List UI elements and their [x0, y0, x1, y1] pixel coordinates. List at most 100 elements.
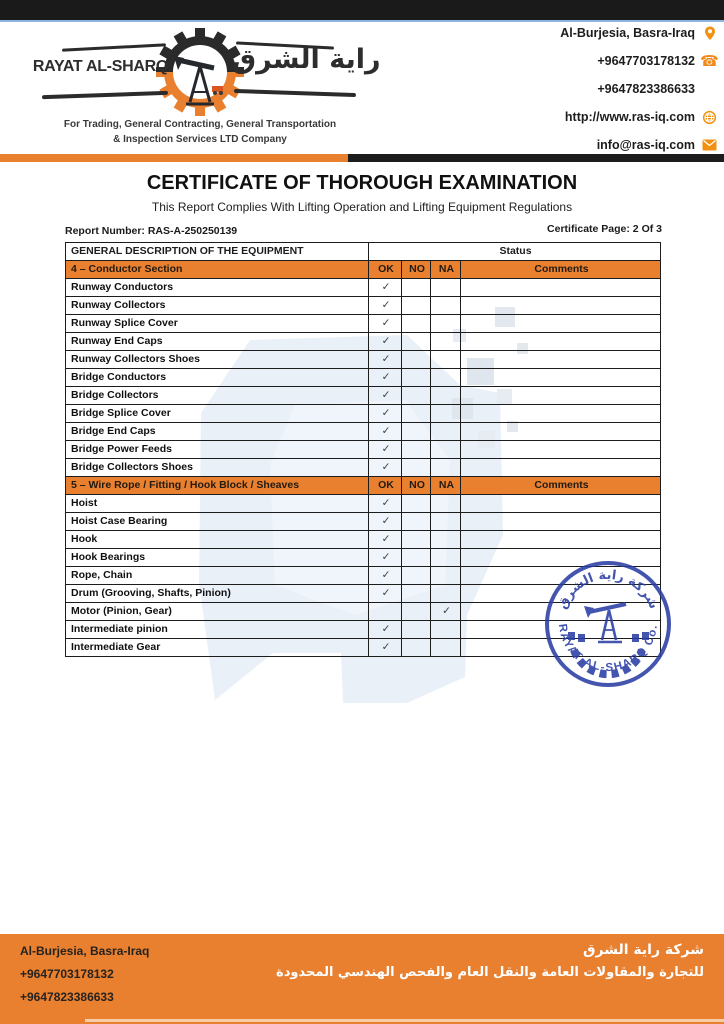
status-cell-no: [401, 278, 431, 297]
company-logo-gear-icon: [156, 28, 244, 116]
status-cell-na: [430, 386, 461, 405]
status-cell-no: [401, 386, 431, 405]
divider-black-segment: [348, 154, 724, 162]
equipment-row: Hook Bearings ✓: [65, 548, 662, 567]
section-header-row: 4 – Conductor Section OK NO NA Comments: [65, 260, 662, 279]
status-cell-no: [401, 638, 431, 657]
contact-phone2: +9647823386633: [597, 82, 695, 96]
contact-phone1: +9647703178132: [597, 54, 695, 68]
contact-phone2-row: +9647823386633: [560, 81, 718, 97]
logo-swoosh-bottom-right: [233, 88, 357, 97]
status-cell-na: [430, 494, 461, 513]
footer-contact-block: Al-Burjesia, Basra-Iraq +9647703178132 +…: [20, 944, 149, 1013]
equipment-label: Hoist: [65, 494, 369, 513]
status-cell-no: [401, 602, 431, 621]
status-cell-na: [430, 566, 461, 585]
equipment-row: Bridge Splice Cover ✓: [65, 404, 662, 423]
report-number: Report Number: RAS-A-250250139: [65, 225, 238, 237]
status-cell-na: [430, 296, 461, 315]
status-cell-no: [401, 332, 431, 351]
footer-phone1: +9647703178132: [20, 967, 114, 981]
equipment-label: Runway Conductors: [65, 278, 369, 297]
equipment-row: Bridge Collectors ✓: [65, 386, 662, 405]
empty-icon-slot: [701, 81, 718, 97]
status-cell-no: [401, 368, 431, 387]
status-cell-no: [401, 440, 431, 459]
status-cell-no: [401, 620, 431, 639]
status-cell-na: [430, 530, 461, 549]
status-cell-no: [401, 512, 431, 531]
description-header: GENERAL DESCRIPTION OF THE EQUIPMENT: [65, 242, 369, 261]
status-cell-na: [430, 548, 461, 567]
footer-address: Al-Burjesia, Basra-Iraq: [20, 944, 150, 958]
status-cell-na: [430, 350, 461, 369]
status-cell-na: [430, 638, 461, 657]
status-cell-no: [401, 548, 431, 567]
status-cell-ok: ✓: [368, 422, 402, 441]
equipment-row: Bridge Collectors Shoes ✓: [65, 458, 662, 477]
equipment-label: Bridge Collectors: [65, 386, 369, 405]
status-column-header-comments: Comments: [459, 260, 662, 279]
equipment-label: Intermediate pinion: [65, 620, 369, 639]
equipment-label: Bridge Conductors: [65, 368, 369, 387]
status-cell-ok: ✓: [368, 548, 402, 567]
status-column-header-ok: OK: [368, 476, 402, 495]
comment-cell: [459, 368, 662, 387]
equipment-row: Bridge Power Feeds ✓: [65, 440, 662, 459]
equipment-label: Bridge Splice Cover: [65, 404, 369, 423]
section-title: 4 – Conductor Section: [65, 260, 369, 279]
equipment-status-table: GENERAL DESCRIPTION OF THE EQUIPMENT Sta…: [65, 242, 662, 657]
equipment-row: Runway End Caps ✓: [65, 332, 662, 351]
status-cell-ok: ✓: [368, 314, 402, 333]
footer-bottom-strip: [85, 1019, 724, 1022]
divider-orange-segment: [0, 154, 348, 162]
status-cell-ok: ✓: [368, 440, 402, 459]
status-cell-ok: ✓: [368, 584, 402, 603]
top-accent-bar: [0, 0, 724, 22]
status-cell-ok: ✓: [368, 638, 402, 657]
status-column-header-no: NO: [401, 260, 431, 279]
status-cell-no: [401, 494, 431, 513]
footer-company-arabic-name: شركة راية الشرق: [583, 942, 704, 958]
status-cell-no: [401, 350, 431, 369]
footer-company-arabic-description: للتجارة والمقاولات العامة والنقل العام و…: [276, 965, 704, 980]
location-pin-icon: [701, 25, 718, 41]
comment-cell: [459, 458, 662, 477]
status-cell-na: [430, 314, 461, 333]
status-cell-ok: [368, 602, 402, 621]
status-column-header-comments: Comments: [459, 476, 662, 495]
comment-cell: [459, 404, 662, 423]
status-cell-no: [401, 458, 431, 477]
equipment-row: Bridge Conductors ✓: [65, 368, 662, 387]
equipment-label: Drum (Grooving, Shafts, Pinion): [65, 584, 369, 603]
contact-address: Al-Burjesia, Basra-Iraq: [560, 26, 695, 40]
status-cell-na: [430, 440, 461, 459]
equipment-label: Motor (Pinion, Gear): [65, 602, 369, 621]
certificate-page-indicator: Certificate Page: 2 Of 3: [547, 223, 662, 235]
status-cell-ok: ✓: [368, 278, 402, 297]
status-column-header-no: NO: [401, 476, 431, 495]
equipment-label: Bridge End Caps: [65, 422, 369, 441]
status-cell-ok: ✓: [368, 494, 402, 513]
status-cell-no: [401, 314, 431, 333]
comment-cell: [459, 278, 662, 297]
equipment-row: Hoist ✓: [65, 494, 662, 513]
status-cell-ok: ✓: [368, 458, 402, 477]
status-cell-na: ✓: [430, 602, 461, 621]
comment-cell: [459, 512, 662, 531]
status-column-header-na: NA: [430, 476, 461, 495]
equipment-label: Hoist Case Bearing: [65, 512, 369, 531]
status-cell-ok: ✓: [368, 332, 402, 351]
status-cell-na: [430, 458, 461, 477]
status-cell-ok: ✓: [368, 368, 402, 387]
comment-cell: [459, 332, 662, 351]
status-column-header-na: NA: [430, 260, 461, 279]
contact-address-row: Al-Burjesia, Basra-Iraq: [560, 25, 718, 41]
status-cell-na: [430, 620, 461, 639]
company-tagline-line1: For Trading, General Contracting, Genera…: [63, 119, 337, 130]
stamp-pumpjack-icon: [588, 602, 627, 644]
contact-website: http://www.ras-iq.com: [564, 110, 695, 124]
equipment-label: Rope, Chain: [65, 566, 369, 585]
equipment-label: Bridge Power Feeds: [65, 440, 369, 459]
